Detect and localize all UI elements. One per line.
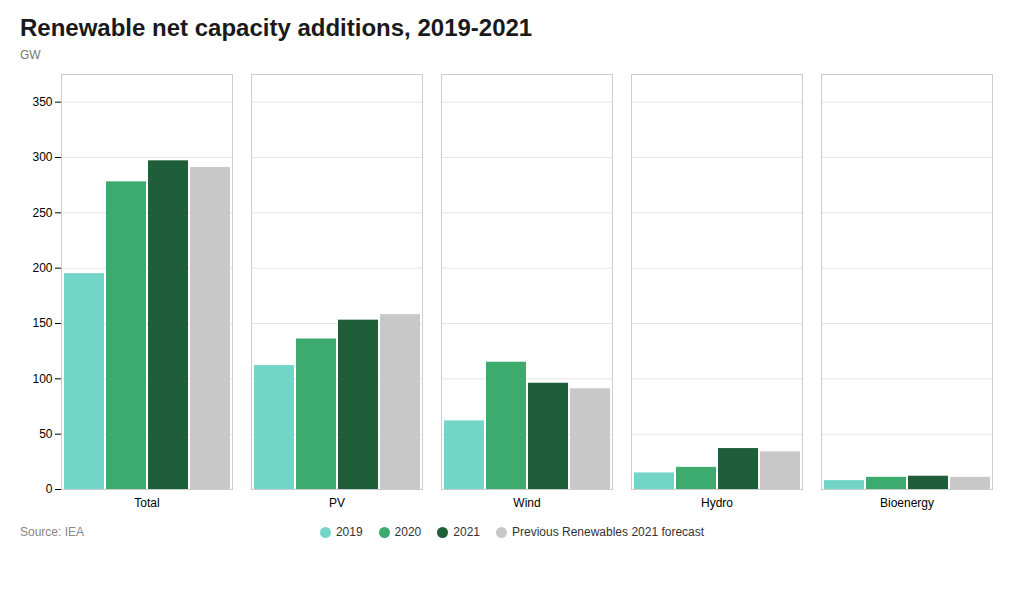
svg-text:50: 50	[39, 427, 53, 441]
svg-text:0: 0	[46, 482, 53, 496]
svg-text:100: 100	[32, 372, 52, 386]
svg-text:200: 200	[32, 261, 52, 275]
svg-text:Bioenergy: Bioenergy	[880, 496, 934, 510]
svg-text:150: 150	[32, 316, 52, 330]
svg-text:350: 350	[32, 95, 52, 109]
svg-text:Total: Total	[134, 496, 159, 510]
html-text:2019: 2019	[335, 525, 363, 539]
svg-text:PV: PV	[329, 496, 345, 510]
svg-text:250: 250	[32, 206, 52, 220]
html-text:Previous Renewables 2021 forec: Previous Renewables 2021 forecast	[512, 525, 705, 539]
svg-text:Wind: Wind	[513, 496, 540, 510]
html-text:GW: GW	[20, 48, 41, 62]
html-text:2020: 2020	[394, 525, 422, 539]
svg-text:300: 300	[32, 150, 52, 164]
html-text:2021: 2021	[453, 525, 480, 539]
svg-text:Hydro: Hydro	[701, 496, 733, 510]
html-text:Source: IEA: Source: IEA	[20, 525, 84, 539]
html-text:Renewable net capacity additio: Renewable net capacity additions, 2019-2…	[20, 14, 533, 41]
